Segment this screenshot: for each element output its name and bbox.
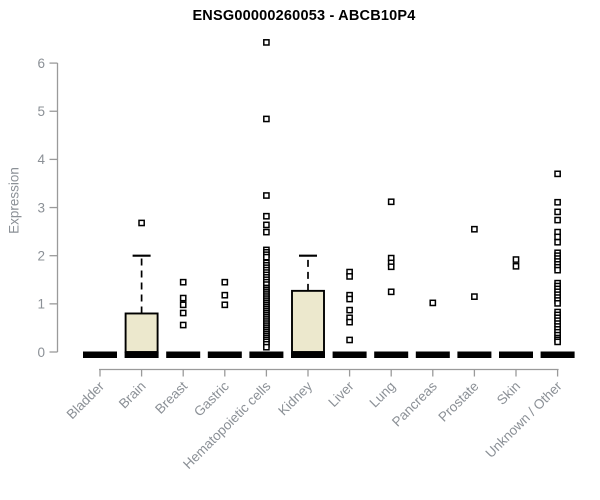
outlier-point [263,253,270,261]
x-tick-label: Liver [325,378,357,410]
y-tick-label: 4 [37,152,45,167]
outlier-point [346,295,353,303]
outlier-point [221,301,229,309]
outlier-point [179,321,187,329]
median-bar [291,351,325,358]
x-tick-label: Breast [152,378,190,416]
outlier-point [221,278,229,286]
outlier-point [471,293,478,300]
outlier-point [138,219,145,227]
median-bar [415,351,450,358]
outlier-point [554,238,561,246]
median-bar [374,351,409,358]
outlier-point [554,233,561,241]
median-bar [249,351,284,358]
outlier-point [263,39,270,46]
y-tick-label: 0 [37,345,45,360]
box [291,289,325,353]
outlier-point [429,299,437,307]
outlier-point [387,288,395,296]
x-tick-label: Prostate [435,379,481,425]
x-tick-label: Skin [494,379,523,408]
outlier-point [346,336,353,344]
outlier-point [263,192,270,199]
x-tick-label: Lung [366,379,398,411]
median-bar [540,351,575,358]
median-bar [499,351,533,358]
outlier-point [263,115,270,123]
outlier-point [346,318,353,326]
outlier-point [179,301,187,309]
y-tick-label: 3 [37,200,45,215]
y-tick-label: 2 [37,249,45,264]
outlier-point [221,291,229,299]
outlier-point [512,262,520,270]
x-tick-label: Kidney [275,378,315,418]
outlier-point [554,216,561,224]
median-bar [332,351,367,358]
outlier-point [471,225,478,233]
outlier-point [554,266,561,274]
outlier-point [263,221,270,229]
outlier-point [346,306,353,314]
median-bar [83,351,117,358]
outlier-point [554,198,561,206]
outlier-point [179,278,187,286]
outlier-point [179,294,187,302]
median-bar [207,351,242,358]
x-tick-label: Pancreas [389,378,440,429]
outlier-point [554,338,561,346]
outlier-point [179,309,187,317]
chart-title: ENSG00000260053 - ABCB10P4 [192,8,416,24]
y-tick-label: 1 [37,297,45,312]
outlier-point [263,228,270,236]
outlier-point [387,198,395,206]
box [124,312,159,353]
x-tick-label: Unknown / Other [482,378,565,461]
y-tick-label: 5 [37,104,45,119]
outlier-point [346,273,353,280]
outlier-point [512,256,520,263]
y-tick-label: 6 [37,56,45,71]
outlier-point [263,343,270,351]
outlier-point [554,208,561,216]
outlier-point [554,300,561,307]
median-bar [457,351,492,358]
median-bar [124,351,159,358]
outlier-point [263,212,270,220]
median-bar [166,351,201,358]
outlier-point [554,170,561,178]
x-tick-label: Bladder [64,378,108,422]
x-tick-label: Brain [116,379,149,412]
x-tick-label: Gastric [191,378,232,419]
outlier-point [387,263,395,271]
